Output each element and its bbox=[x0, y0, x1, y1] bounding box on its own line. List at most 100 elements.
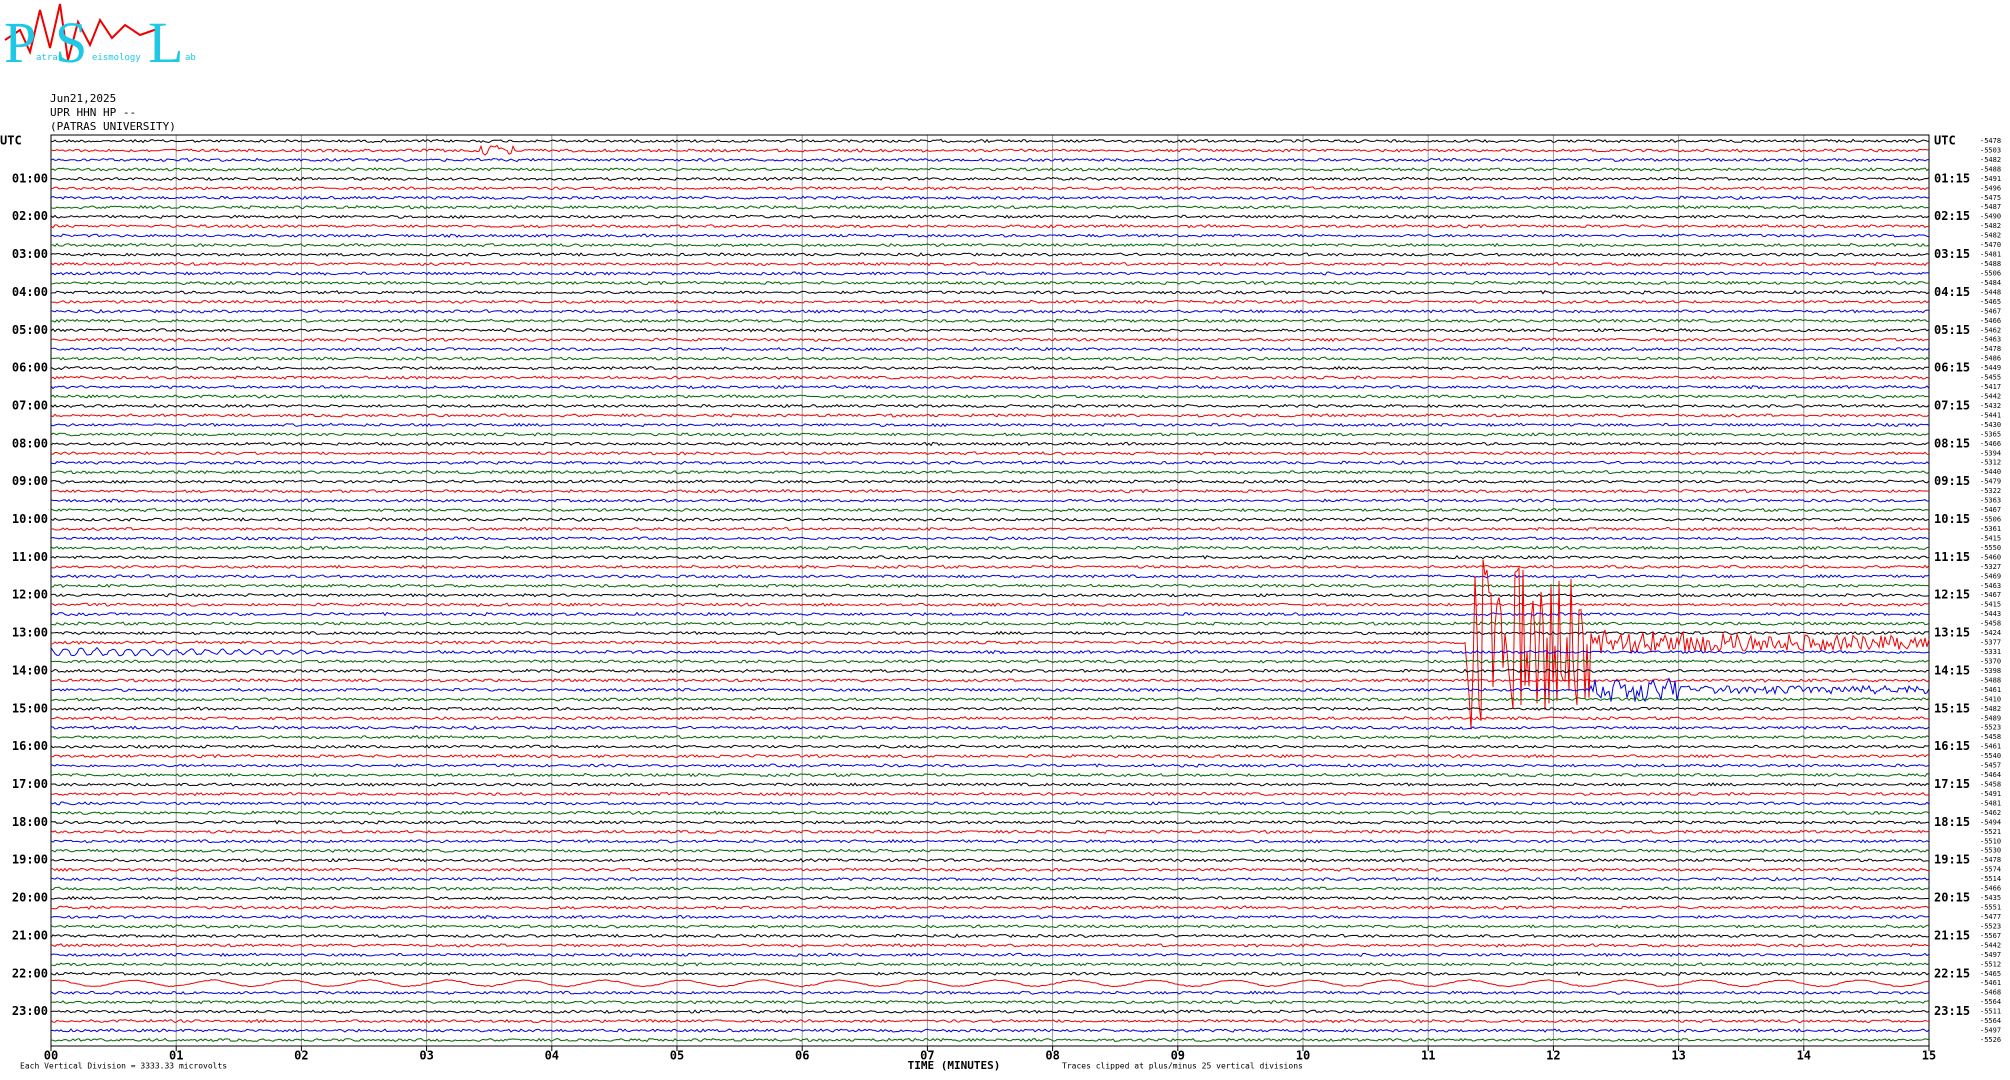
trace-offset: -5475 bbox=[1980, 194, 2001, 202]
hour-label: 13:00 bbox=[12, 626, 48, 640]
trace-offset: -5481 bbox=[1980, 251, 2001, 259]
trace bbox=[50, 678, 1930, 683]
trace-offset: -5466 bbox=[1980, 317, 2001, 325]
trace bbox=[50, 646, 1930, 657]
trace bbox=[50, 999, 1930, 1005]
trace-offset: -5442 bbox=[1980, 393, 2001, 401]
trace bbox=[50, 763, 1930, 768]
trace bbox=[50, 280, 1930, 286]
institution: (PATRAS UNIVERSITY) bbox=[50, 120, 176, 133]
hour-label: 11:15 bbox=[1934, 550, 1970, 564]
trace-offset: -5377 bbox=[1980, 639, 2001, 647]
hour-label: 22:00 bbox=[12, 966, 48, 980]
trace bbox=[50, 195, 1930, 200]
logo-word: atras bbox=[36, 53, 63, 63]
trace bbox=[50, 328, 1930, 333]
trace bbox=[50, 734, 1930, 740]
trace-offset: -5510 bbox=[1980, 837, 2001, 845]
trace bbox=[50, 365, 1930, 371]
trace-offset: -5449 bbox=[1980, 364, 2001, 372]
trace bbox=[50, 413, 1930, 418]
trace-offset: -5441 bbox=[1980, 411, 2001, 419]
trace bbox=[50, 460, 1930, 465]
trace-offset: -5443 bbox=[1980, 610, 2001, 618]
trace bbox=[50, 469, 1930, 475]
hour-label: 17:15 bbox=[1934, 777, 1970, 791]
hour-label: UTC bbox=[0, 134, 22, 148]
trace bbox=[50, 933, 1930, 939]
trace-offset: -5467 bbox=[1980, 591, 2001, 599]
trace-offset: -5465 bbox=[1980, 970, 2001, 978]
trace-offset: -5458 bbox=[1980, 620, 2001, 628]
trace-offset: -5466 bbox=[1980, 440, 2001, 448]
trace-offset: -5530 bbox=[1980, 847, 2001, 855]
trace bbox=[50, 517, 1930, 522]
trace-offset: -5497 bbox=[1980, 1027, 2001, 1035]
trace-offset: -5463 bbox=[1980, 582, 2001, 590]
trace bbox=[50, 176, 1930, 182]
trace-offset: -5322 bbox=[1980, 487, 2001, 495]
trace bbox=[50, 829, 1930, 834]
trace-offset: -5417 bbox=[1980, 383, 2001, 391]
date: Jun21,2025 bbox=[50, 92, 116, 105]
trace-offset: -5455 bbox=[1980, 374, 2001, 382]
x-tick-label: 13 bbox=[1671, 1049, 1685, 1063]
trace-offset: -5503 bbox=[1980, 146, 2001, 154]
trace bbox=[50, 559, 1930, 730]
hour-label: 07:15 bbox=[1934, 398, 1970, 412]
trace bbox=[50, 696, 1930, 702]
trace-offset: -5512 bbox=[1980, 960, 2001, 968]
trace-offset: -5461 bbox=[1980, 743, 2001, 751]
logo-word: eismology bbox=[92, 53, 141, 63]
trace-offset: -5460 bbox=[1980, 553, 2001, 561]
trace bbox=[51, 621, 1930, 626]
trace-offset: -5487 bbox=[1980, 203, 2001, 211]
trace bbox=[50, 895, 1929, 901]
trace bbox=[50, 507, 1930, 513]
hour-label: 20:00 bbox=[12, 891, 48, 905]
trace-offset: -5442 bbox=[1980, 941, 2001, 949]
trace-offset: -5550 bbox=[1980, 544, 2001, 552]
hour-label: 12:15 bbox=[1934, 588, 1970, 602]
trace bbox=[50, 564, 1930, 569]
logo-wave bbox=[4, 3, 161, 61]
trace bbox=[50, 1009, 1930, 1014]
trace-offset: -5361 bbox=[1980, 525, 2001, 533]
trace bbox=[50, 971, 1930, 976]
trace-offset: -5482 bbox=[1980, 222, 2001, 230]
trace-offset: -5312 bbox=[1980, 459, 2001, 467]
hour-label: 10:00 bbox=[12, 512, 48, 526]
hour-label: 22:15 bbox=[1934, 966, 1970, 980]
trace bbox=[50, 886, 1930, 891]
trace bbox=[50, 961, 1930, 967]
trace bbox=[50, 498, 1930, 503]
hour-label: 17:00 bbox=[12, 777, 48, 791]
trace-offset: -5484 bbox=[1980, 279, 2001, 287]
trace-offset: -5363 bbox=[1980, 497, 2001, 505]
x-tick-label: 02 bbox=[294, 1049, 308, 1063]
trace-offset: -5462 bbox=[1980, 809, 2001, 817]
trace-offset: -5496 bbox=[1980, 184, 2001, 192]
trace-offset: -5461 bbox=[1980, 979, 2001, 987]
trace-offset: -5526 bbox=[1980, 1036, 2001, 1044]
trace-offset: -5477 bbox=[1980, 913, 2001, 921]
trace bbox=[50, 990, 1930, 995]
hour-label: 06:00 bbox=[12, 361, 48, 375]
hour-label: 15:00 bbox=[12, 701, 48, 715]
trace-offset: -5506 bbox=[1980, 269, 2001, 277]
plot-frame bbox=[50, 134, 1930, 1047]
trace-offset: -5567 bbox=[1980, 932, 2001, 940]
trace bbox=[50, 441, 1930, 447]
trace bbox=[50, 858, 1930, 863]
trace bbox=[51, 706, 1930, 711]
trace bbox=[50, 214, 1930, 219]
trace bbox=[50, 479, 1930, 484]
hour-label: 03:15 bbox=[1934, 247, 1970, 261]
trace bbox=[50, 602, 1930, 608]
trace bbox=[50, 271, 1930, 276]
logo: P S L atras eismology ab bbox=[4, 3, 196, 75]
hour-label: 06:15 bbox=[1934, 361, 1970, 375]
trace bbox=[50, 384, 1930, 390]
trace-offset: -5327 bbox=[1980, 563, 2001, 571]
hour-label: 05:15 bbox=[1934, 323, 1970, 337]
